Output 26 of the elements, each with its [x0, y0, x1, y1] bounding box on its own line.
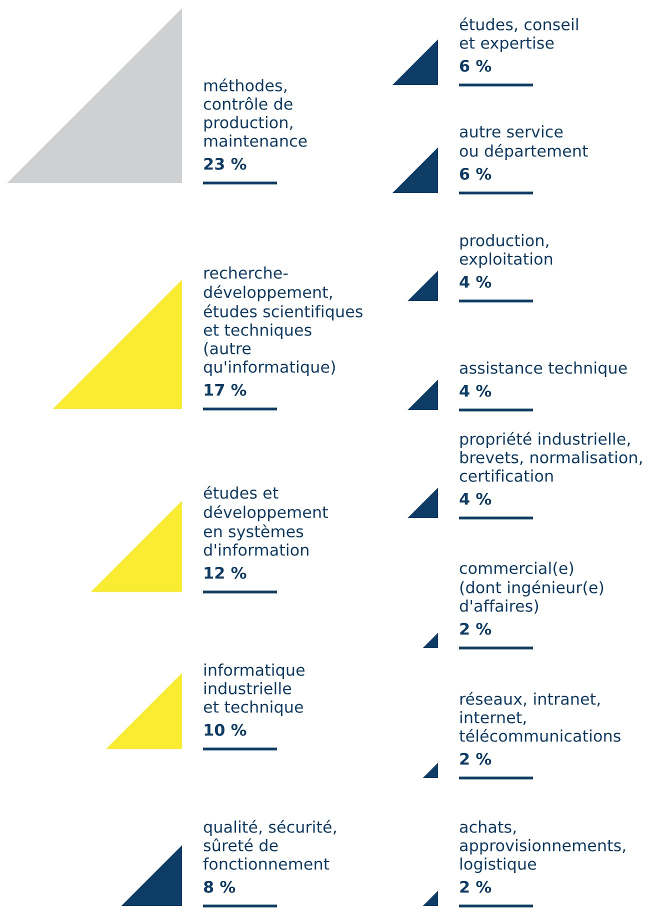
data-label: 10 % — [204, 724, 246, 736]
category-label: études, conseil et expertise — [460, 17, 578, 52]
data-label: 23 % — [204, 158, 246, 170]
data-label: 2 % — [460, 752, 492, 765]
data-label: 2 % — [460, 622, 492, 635]
category-label: informatique industrielle et technique — [204, 664, 305, 716]
data-label: 2 % — [460, 880, 492, 893]
category-label: réseaux, intranet, internet, télécommunications — [459, 692, 620, 742]
data-label: 4 % — [460, 384, 492, 397]
category-label: production, exploitation — [460, 234, 552, 268]
data-label: 17 % — [204, 384, 246, 396]
data-label: 4 % — [460, 276, 492, 288]
category-label: études et développement en systèmes d'information — [204, 486, 328, 556]
data-label: 12 % — [204, 566, 246, 579]
category-label: achats, approvisionnements, logistique — [460, 820, 626, 873]
category-label: propriété industrielle, brevets, normalisation, certification — [460, 432, 642, 482]
data-label: 8 % — [204, 880, 236, 893]
category-label: qualité, sécurité, sûreté de fonctionnement — [203, 820, 336, 870]
data-label: 6 % — [460, 168, 492, 180]
category-label: commercial(e) (dont ingénieur(e) d'affaires) — [460, 562, 604, 614]
data-label: 4 % — [460, 492, 492, 505]
category-label: assistance technique — [460, 362, 627, 377]
category-label: recherche- développement, études scientifiques et techniques (autre qu'informatique) — [204, 266, 362, 376]
category-label: méthodes, contrôle de production, maintenance — [204, 78, 307, 147]
category-label: autre service ou département — [460, 125, 588, 160]
data-label: 6 % — [460, 60, 492, 72]
